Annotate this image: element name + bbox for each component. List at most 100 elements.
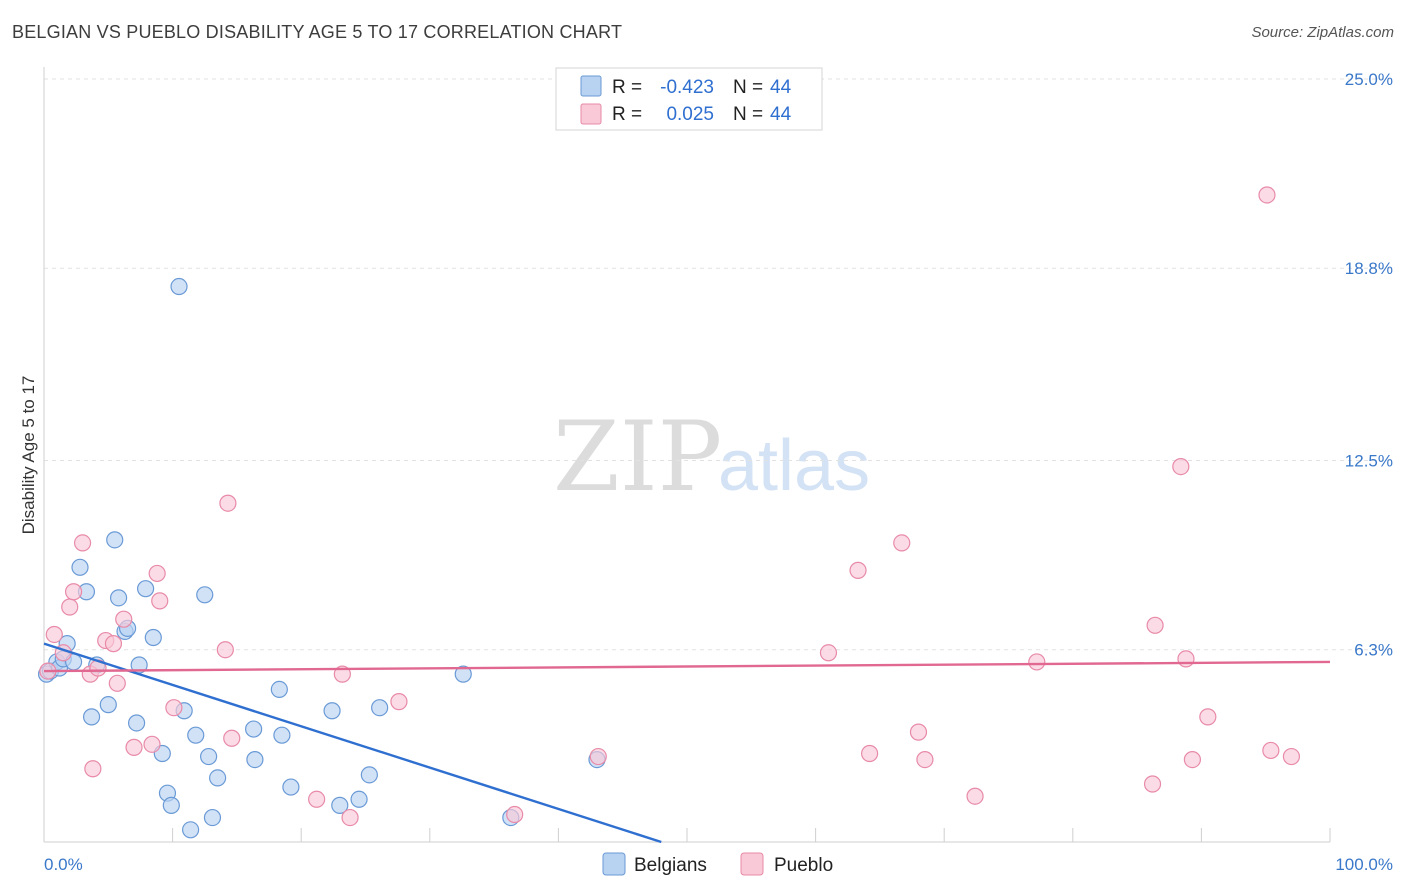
point-pueblo (390, 693, 408, 711)
y-tick-label: 12.5% (1345, 452, 1393, 471)
trend-lines (43, 642, 1331, 844)
watermark-zip: ZIP (553, 401, 722, 513)
legend-swatch-pueblo (580, 103, 602, 125)
x-tick-label-min: 0.0% (44, 855, 83, 874)
point-pueblo (84, 760, 102, 778)
point-belgians (282, 778, 300, 796)
point-belgians (144, 628, 162, 647)
point-belgians (187, 726, 205, 744)
legend-r-label-pueblo: R = (612, 104, 642, 125)
point-belgians (331, 796, 349, 814)
point-belgians (196, 586, 214, 604)
data-points (37, 186, 1301, 839)
point-pueblo (1143, 775, 1162, 793)
point-belgians (127, 714, 146, 732)
point-belgians (203, 808, 222, 827)
point-pueblo (143, 735, 161, 753)
point-belgians (245, 720, 263, 738)
y-tick-label: 25.0% (1345, 70, 1393, 89)
point-pueblo (1028, 653, 1046, 671)
point-belgians (162, 796, 180, 814)
point-belgians (350, 790, 368, 808)
legend-n-label-belgians: N = (733, 77, 763, 98)
point-belgians (170, 277, 188, 296)
y-axis-title: Disability Age 5 to 17 (19, 376, 38, 535)
point-belgians (270, 680, 288, 699)
point-belgians (182, 821, 200, 839)
y-tick-label: 6.3% (1354, 641, 1393, 660)
point-belgians (109, 589, 128, 607)
point-pueblo (45, 625, 63, 644)
point-belgians (200, 747, 218, 766)
point-pueblo (115, 610, 133, 628)
chart-title: BELGIAN VS PUEBLO DISABILITY AGE 5 TO 17… (12, 22, 623, 42)
point-pueblo (1258, 186, 1276, 204)
x-axis-ticks (43, 828, 1331, 842)
point-belgians (71, 558, 89, 576)
legend-r-value-belgians: -0.423 (660, 77, 714, 98)
point-pueblo (1262, 741, 1280, 760)
x-tick-labels: 0.0% 100.0% (44, 855, 1393, 874)
trend-line-pueblo (43, 660, 1331, 673)
series-legend: Belgians Pueblo (602, 852, 833, 876)
legend-n-label-pueblo: N = (733, 104, 763, 125)
point-pueblo (125, 738, 143, 756)
point-pueblo (61, 598, 79, 616)
point-pueblo (1199, 708, 1217, 726)
legend-swatch-belgians (580, 75, 602, 97)
legend-n-value-belgians: 44 (770, 77, 792, 98)
point-pueblo (219, 494, 237, 512)
point-belgians (209, 769, 227, 787)
point-pueblo (1282, 747, 1301, 766)
point-pueblo (341, 808, 359, 827)
point-belgians (82, 708, 101, 726)
point-pueblo (165, 699, 183, 717)
point-pueblo (104, 635, 123, 653)
y-tick-label: 18.8% (1345, 259, 1393, 278)
point-pueblo (506, 805, 524, 824)
point-pueblo (64, 583, 83, 601)
point-pueblo (909, 723, 928, 741)
point-pueblo (589, 747, 607, 766)
trend-line-belgians (43, 642, 662, 844)
legend-n-value-pueblo: 44 (770, 104, 792, 125)
point-pueblo (1177, 650, 1195, 668)
point-pueblo (308, 790, 326, 808)
gridlines (44, 78, 1394, 651)
point-pueblo (849, 561, 867, 579)
point-pueblo (108, 674, 126, 692)
point-belgians (371, 699, 389, 717)
point-pueblo (1146, 616, 1164, 634)
series-label-belgians: Belgians (634, 855, 707, 876)
point-pueblo (916, 750, 934, 769)
point-pueblo (966, 787, 984, 805)
point-pueblo (148, 564, 166, 583)
point-pueblo (893, 534, 911, 552)
point-belgians (360, 766, 378, 784)
point-pueblo (1172, 458, 1190, 476)
point-pueblo (861, 744, 879, 763)
point-belgians (136, 580, 155, 598)
point-pueblo (1183, 750, 1201, 769)
point-belgians (323, 702, 341, 720)
point-pueblo (819, 644, 838, 662)
series-swatch-pueblo (740, 852, 764, 876)
correlation-legend: R = -0.423 N = 44 R = 0.025 N = 44 (555, 67, 823, 131)
point-belgians (99, 696, 117, 714)
watermark-atlas: atlas (718, 426, 870, 506)
point-belgians (273, 726, 291, 744)
series-swatch-belgians (602, 852, 626, 876)
series-label-pueblo: Pueblo (774, 855, 833, 876)
point-belgians (454, 665, 472, 683)
y-tick-labels: 6.3% 12.5% 18.8% 25.0% (1345, 70, 1393, 660)
point-pueblo (151, 592, 169, 610)
point-belgians (106, 531, 124, 549)
x-tick-label-max: 100.0% (1335, 855, 1393, 874)
source-credit: Source: ZipAtlas.com (1251, 24, 1394, 41)
point-belgians (246, 750, 264, 769)
point-pueblo (73, 534, 92, 552)
legend-r-label-belgians: R = (612, 77, 642, 98)
legend-r-value-pueblo: 0.025 (666, 104, 714, 125)
point-pueblo (223, 729, 241, 747)
